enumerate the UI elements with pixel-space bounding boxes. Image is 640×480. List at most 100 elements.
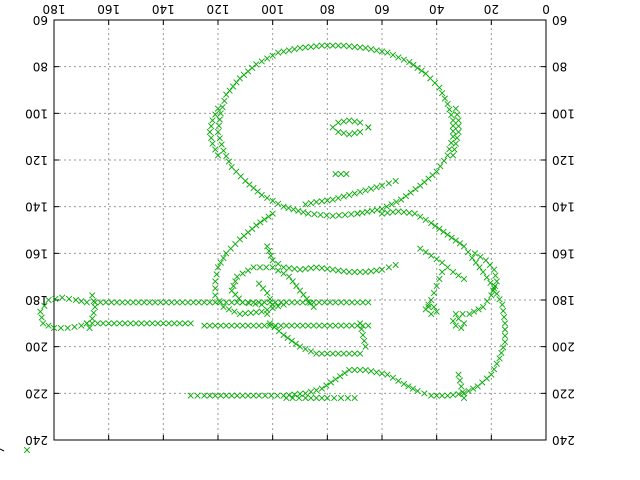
data-point <box>472 259 479 266</box>
data-point <box>105 320 112 327</box>
data-point <box>335 267 342 274</box>
data-point <box>268 392 275 399</box>
data-point <box>214 105 222 112</box>
data-point <box>474 383 481 390</box>
data-point <box>407 189 414 196</box>
data-point <box>422 249 429 256</box>
data-point <box>329 212 336 220</box>
data-point <box>258 308 265 315</box>
data-point <box>212 111 219 118</box>
data-point <box>311 211 318 218</box>
data-point <box>332 170 339 178</box>
x-tick-label: 120 <box>207 2 230 16</box>
data-point <box>266 295 274 302</box>
data-point <box>143 320 151 327</box>
data-point <box>318 198 325 205</box>
data-point <box>359 331 366 339</box>
data-point <box>383 203 390 210</box>
data-point <box>313 198 320 206</box>
data-point <box>187 320 194 327</box>
data-point <box>456 377 464 384</box>
data-point <box>208 123 215 130</box>
legend-edge <box>0 448 5 452</box>
data-point <box>378 182 386 189</box>
data-point <box>430 289 438 297</box>
data-point <box>357 320 364 327</box>
data-point <box>389 208 397 216</box>
data-point <box>313 394 320 402</box>
y-tick-label-right: 160 <box>25 246 48 260</box>
data-point <box>354 210 361 217</box>
data-point <box>264 243 271 250</box>
data-point <box>358 326 365 333</box>
data-point <box>359 299 366 306</box>
data-point <box>72 296 79 304</box>
data-point <box>280 203 287 210</box>
data-point <box>433 282 440 290</box>
data-point <box>433 256 440 263</box>
data-point <box>138 320 145 327</box>
data-point <box>346 366 353 374</box>
data-point <box>316 322 323 329</box>
data-point <box>305 210 312 217</box>
data-point <box>242 310 249 317</box>
data-point <box>483 274 490 281</box>
data-point <box>78 298 85 305</box>
data-point <box>329 196 336 203</box>
data-point <box>493 278 500 285</box>
data-point <box>340 193 347 200</box>
data-point <box>318 264 325 272</box>
data-point <box>446 145 453 153</box>
data-point <box>231 308 238 315</box>
data-point <box>384 209 391 217</box>
data-point <box>406 58 413 66</box>
data-point <box>78 322 85 329</box>
data-point <box>229 83 237 90</box>
data-point <box>285 204 292 212</box>
data-point <box>173 299 181 306</box>
data-point <box>223 392 230 399</box>
data-point <box>448 111 455 119</box>
data-point <box>346 350 353 357</box>
data-point <box>436 275 443 283</box>
data-point <box>307 264 315 272</box>
data-point <box>307 388 315 395</box>
data-point <box>275 200 282 207</box>
data-point <box>436 84 443 91</box>
data-point <box>346 131 353 138</box>
legend-marker <box>23 446 31 454</box>
data-point <box>307 43 315 50</box>
data-point <box>52 295 59 302</box>
data-point <box>430 303 438 311</box>
data-point <box>39 320 47 327</box>
data-point <box>162 299 170 306</box>
data-point <box>395 208 402 215</box>
data-point <box>250 264 257 271</box>
data-point <box>206 299 213 306</box>
data-point <box>285 47 293 54</box>
data-point <box>365 299 372 306</box>
data-point <box>433 392 440 399</box>
data-point <box>351 190 358 197</box>
data-point <box>439 259 446 266</box>
data-point <box>490 266 498 273</box>
data-point <box>351 350 358 357</box>
data-point <box>449 117 457 124</box>
data-point <box>398 196 405 203</box>
data-point <box>296 390 304 398</box>
data-point <box>359 209 366 216</box>
data-point <box>335 350 342 357</box>
data-point <box>255 392 263 399</box>
data-point <box>305 299 312 306</box>
data-point <box>332 322 339 329</box>
data-point <box>446 106 453 113</box>
data-point <box>329 124 336 131</box>
data-point <box>234 392 241 399</box>
data-point <box>490 287 497 294</box>
data-point <box>214 128 222 136</box>
data-point <box>293 282 300 290</box>
data-point <box>321 322 328 329</box>
data-point <box>302 265 309 273</box>
data-point <box>490 366 498 373</box>
data-point <box>291 265 298 273</box>
